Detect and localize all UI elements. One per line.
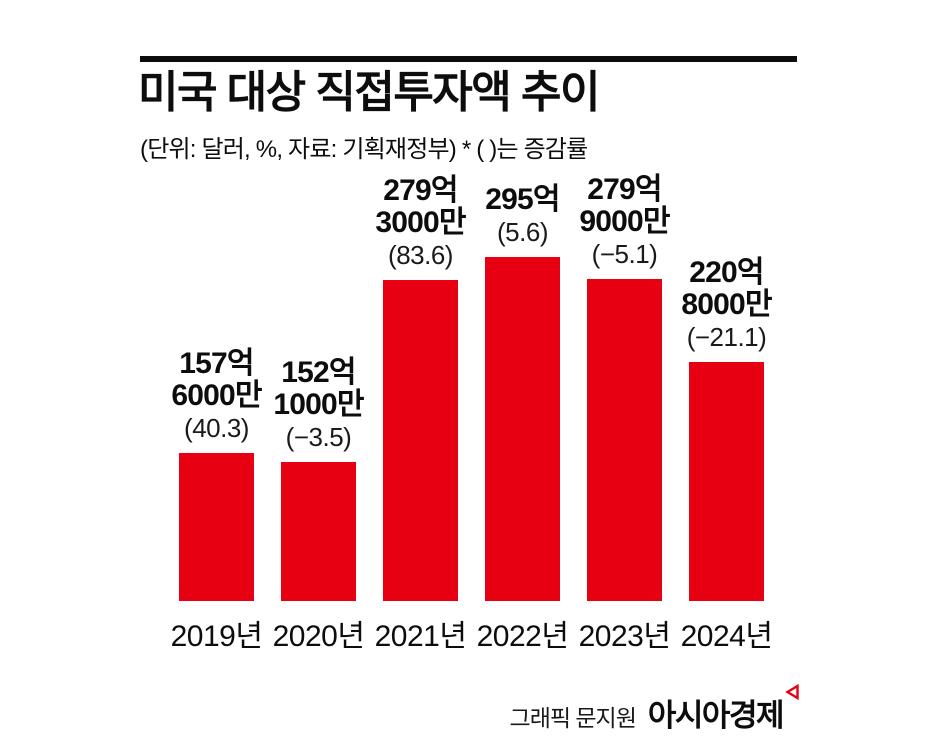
brand-logo-text: 아시아경제 [647,698,785,733]
bar-2021년 [383,280,458,601]
growth-rate-text: (83.6) [388,239,453,270]
bar-2023년 [587,279,662,601]
bar-value-label: 152억 1000만 (−3.5) [273,356,364,453]
growth-rate-text: (−21.1) [686,321,767,352]
growth-rate-text: (5.6) [497,216,548,247]
value-text: 279억 [383,174,458,208]
bar-value-label: 220억 8000만 (−21.1) [681,256,772,353]
chart-title: 미국 대상 직접투자액 추이 [138,68,600,117]
value-text: 152억 [281,356,356,390]
title-rule [140,56,797,62]
chart-subtitle: (단위: 달러, %, 자료: 기획재정부) * ( )는 증감률 [140,136,588,163]
bar-2022년 [485,257,560,601]
growth-rate-text: (−5.1) [591,238,658,269]
x-axis-label: 2019년 [170,620,263,653]
x-axis-label: 2024년 [680,620,773,653]
bar-2020년 [281,462,356,601]
x-axis-label: 2021년 [374,620,467,653]
x-axis-label: 2020년 [272,620,365,653]
growth-rate-text: (−3.5) [285,421,352,452]
value-text: 3000만 [375,206,466,240]
x-axis-label: 2022년 [476,620,569,653]
value-text: 220억 [689,256,764,290]
value-text: 6000만 [171,379,262,413]
bar-value-label: 295억 (5.6) [485,183,560,248]
credit-text: 그래픽 문지원 [509,705,637,731]
value-text: 279억 [587,173,662,207]
x-axis-label: 2023년 [578,620,671,653]
value-text: 8000만 [681,288,772,322]
bar-2019년 [179,453,254,601]
brand-logo: 아시아경제 [647,684,800,735]
speech-bubble-icon [785,684,799,701]
bar-value-label: 279억 3000만 (83.6) [375,174,466,271]
growth-rate-text: (40.3) [184,412,249,443]
value-text: 1000만 [273,388,364,422]
value-text: 9000만 [579,205,670,239]
credit-line: 그래픽 문지원 아시아경제 [509,684,800,735]
bar-2024년 [689,362,764,601]
bar-value-label: 157억 6000만 (40.3) [171,347,262,444]
bar-value-label: 279억 9000만 (−5.1) [579,173,670,270]
value-text: 295억 [485,183,560,217]
value-text: 157억 [179,347,254,381]
